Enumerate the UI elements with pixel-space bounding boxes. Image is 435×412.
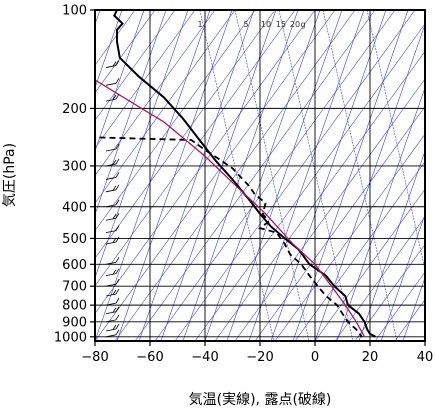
mixing-ratio-label: 5 <box>243 20 248 29</box>
y-axis-title: 気圧(hPa) <box>2 143 18 207</box>
wind-barb <box>105 323 120 332</box>
adiabat-line <box>174 10 416 341</box>
mixing-ratio-line <box>234 10 310 341</box>
mixing-ratio-line <box>366 10 425 271</box>
wind-barb <box>105 213 120 221</box>
wind-barb <box>105 172 120 180</box>
isotherm-line <box>95 10 167 216</box>
wind-barb <box>105 329 120 338</box>
x-axis-ticks: −80 −60 −40 −20 0 20 40 <box>81 341 433 365</box>
mixing-ratio-line <box>322 10 398 341</box>
wind-barb <box>105 184 120 193</box>
wind-barb <box>105 278 120 287</box>
wind-barb <box>105 93 120 102</box>
adiabat-line <box>95 10 236 204</box>
wind-barb <box>105 288 120 297</box>
isotherm-line <box>95 10 189 279</box>
wind-barb <box>105 236 120 245</box>
isotherm-line <box>270 10 387 341</box>
y-tick-label: 500 <box>62 232 87 247</box>
isotherm-line <box>95 10 211 341</box>
x-tick-label: −80 <box>81 350 108 365</box>
isotherm-line <box>226 10 343 341</box>
wind-barb <box>105 199 120 208</box>
wind-barb <box>105 257 120 265</box>
x-tick-label: −20 <box>246 350 273 365</box>
mixing-ratio-label: 15 <box>276 20 286 29</box>
adiabat-line <box>114 10 356 341</box>
isotherm-line <box>182 10 299 341</box>
adiabat-line <box>95 10 176 121</box>
x-axis-title: 気温(実線), 露点(破線) <box>189 392 332 408</box>
dewpoint-line <box>95 136 363 338</box>
wind-barb <box>105 297 120 306</box>
x-tick-label: 20 <box>362 350 379 365</box>
wind-barb <box>105 225 120 234</box>
adiabat-line <box>95 10 276 259</box>
y-tick-label: 300 <box>62 159 87 174</box>
isotherm-line <box>248 10 365 341</box>
x-tick-label: 0 <box>311 350 319 365</box>
isotherm-line <box>95 10 123 89</box>
y-tick-label: 400 <box>62 200 87 215</box>
isotherm-line <box>95 10 145 152</box>
isotherm-line <box>314 23 425 341</box>
mixing-ratio-label: g <box>300 20 305 29</box>
wind-barb <box>105 158 120 167</box>
y-tick-label: 1000 <box>54 330 87 345</box>
adiabat-line <box>95 10 256 232</box>
adiabat-line <box>95 10 156 94</box>
parcel-line <box>95 79 366 338</box>
y-tick-label: 800 <box>62 299 87 314</box>
pressure-grid <box>95 10 425 341</box>
wind-barb <box>105 268 120 277</box>
wind-barb <box>105 306 120 315</box>
y-tick-label: 900 <box>62 315 87 330</box>
y-tick-label: 700 <box>62 280 87 295</box>
adiabat-line <box>95 10 296 287</box>
mixing-ratio-label: 1 <box>197 20 202 29</box>
x-tick-label: −40 <box>191 350 218 365</box>
adiabat-line <box>95 10 216 176</box>
x-tick-label: −60 <box>136 350 163 365</box>
y-tick-label: 200 <box>62 102 87 117</box>
isotherm-line <box>424 340 425 341</box>
wind-barb <box>105 314 120 323</box>
wind-barbs <box>105 60 120 338</box>
mixing-ratio-label: 10 <box>261 20 271 29</box>
adiabat-line <box>95 10 196 149</box>
mixing-ratio-line <box>278 10 354 341</box>
y-tick-label: 600 <box>62 258 87 273</box>
mixing-ratio-labels: 1 5 10 15 20 g <box>197 20 305 29</box>
y-tick-label: 100 <box>62 4 87 19</box>
adiabat-line <box>254 106 425 341</box>
profile-series <box>95 10 376 338</box>
adiabat-line <box>95 10 316 314</box>
isotherm-line <box>380 213 425 341</box>
mixing-ratio-label: 20 <box>290 20 300 29</box>
x-tick-label: 40 <box>417 350 434 365</box>
temperature-line <box>113 10 376 338</box>
adiabat-line <box>154 10 396 341</box>
wind-barb <box>105 78 120 86</box>
wind-barb <box>105 60 120 68</box>
wind-barb <box>105 143 120 152</box>
